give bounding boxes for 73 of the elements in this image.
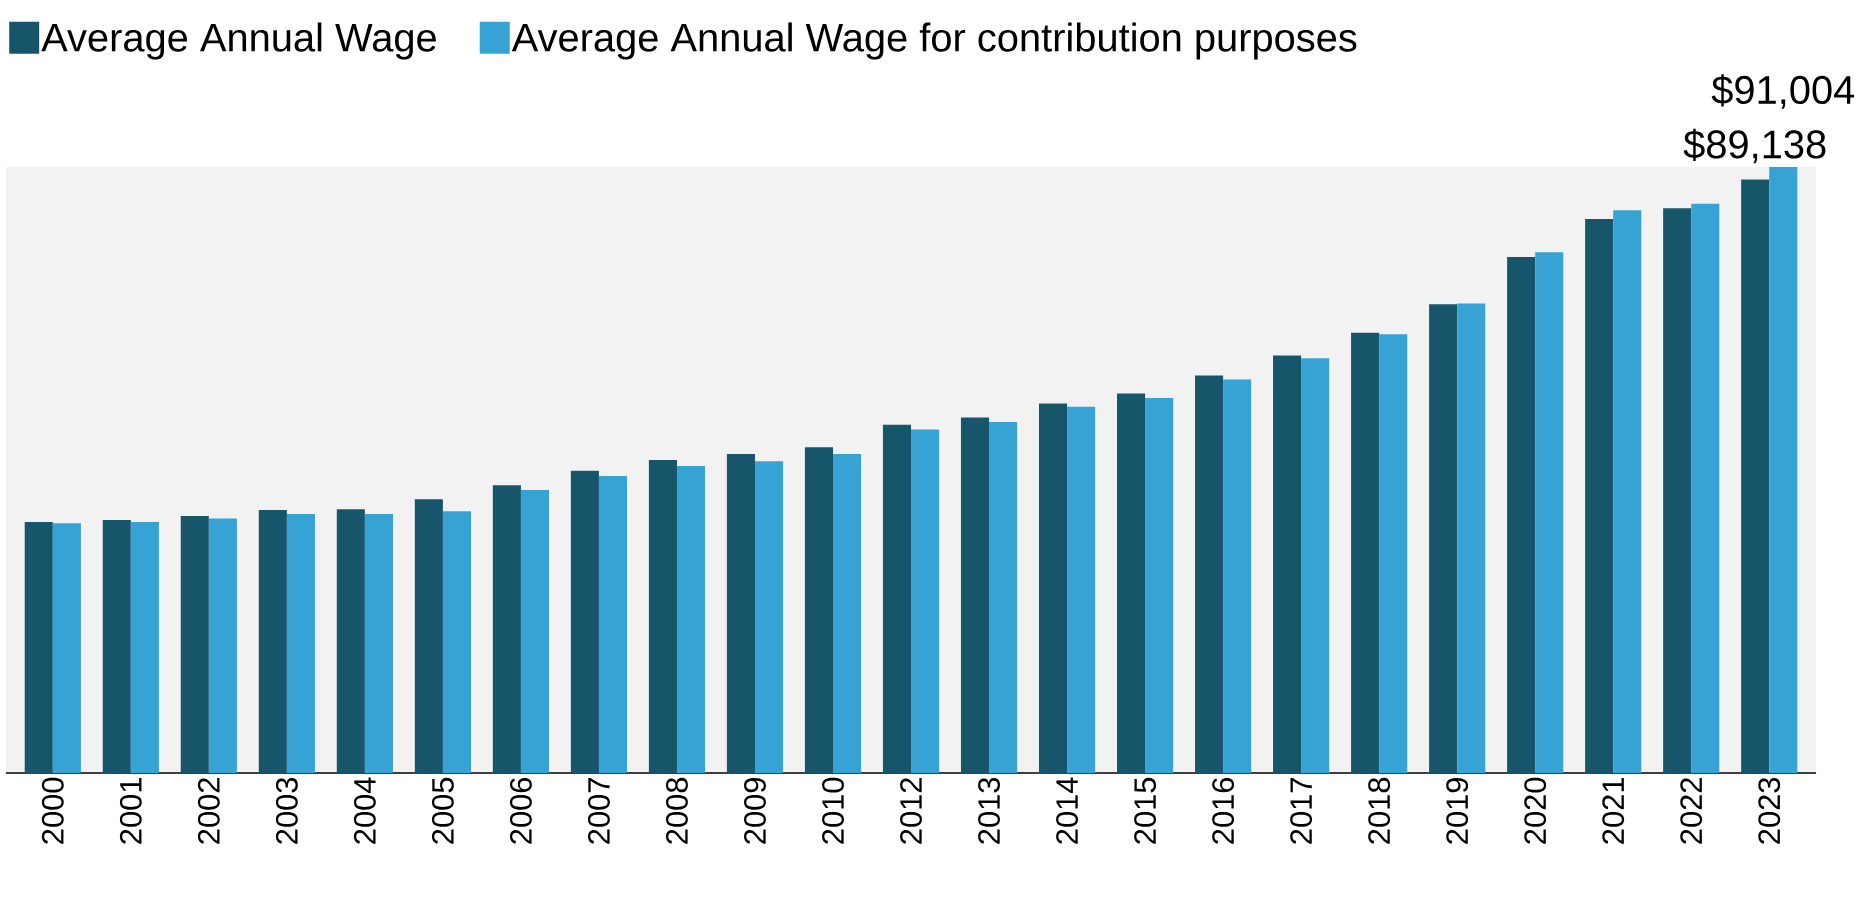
x-tick-label: 2009 — [744, 777, 766, 844]
bar — [102, 519, 131, 773]
bar — [180, 515, 209, 773]
x-tick-label: 2002 — [197, 778, 220, 844]
bar — [1429, 304, 1458, 773]
bar — [1507, 256, 1536, 773]
bar — [754, 461, 784, 773]
bar — [570, 470, 599, 773]
bar — [911, 429, 940, 773]
bar — [1535, 252, 1564, 773]
x-tick-label: 2003 — [275, 777, 298, 844]
bar — [1613, 210, 1642, 773]
legend-label: Average Annual Wage for contribution purposes — [511, 22, 1357, 60]
bar — [1741, 179, 1770, 773]
bar — [1691, 203, 1720, 773]
x-tick-label: 2023 — [1758, 777, 1781, 844]
bar — [833, 454, 862, 773]
x-tick-label: 2016 — [1212, 777, 1235, 844]
bar — [1145, 398, 1174, 773]
bar — [648, 460, 677, 773]
x-tick-label: 2006 — [510, 777, 532, 844]
bar — [492, 485, 521, 773]
x-tick-label: 2017 — [1290, 778, 1313, 844]
x-tick-label: 2005 — [431, 777, 454, 844]
bar — [1585, 218, 1614, 773]
bar — [1038, 403, 1068, 773]
x-tick-label: 2007 — [588, 778, 610, 844]
x-tick-label: 2015 — [1134, 777, 1157, 844]
data-label: $91,004 — [1711, 74, 1855, 109]
bar — [1117, 393, 1146, 773]
bar — [1351, 332, 1380, 773]
data-label: $89,138 — [1683, 128, 1826, 164]
bar — [336, 509, 365, 773]
bar — [1223, 379, 1252, 773]
x-tick-label: 2022 — [1680, 778, 1703, 844]
bar — [442, 511, 471, 773]
x-tick-label: 2020 — [1524, 777, 1547, 844]
x-tick-label: 2001 — [119, 778, 142, 844]
bar — [1195, 375, 1224, 773]
bar — [1457, 303, 1486, 773]
bar — [364, 513, 393, 773]
bar — [414, 499, 443, 773]
x-tick-label: 2014 — [1056, 777, 1078, 844]
bar — [286, 513, 315, 773]
x-tick-label: 2010 — [822, 777, 844, 844]
bar — [804, 447, 834, 773]
bar — [960, 417, 990, 773]
bar — [989, 422, 1018, 773]
x-tick-label: 2019 — [1446, 777, 1469, 844]
bar — [726, 454, 755, 773]
x-tick-label: 2004 — [353, 777, 376, 844]
x-tick-label: 2008 — [666, 777, 688, 844]
x-tick-label: 2000 — [41, 777, 64, 844]
x-tick-label: 2021 — [1602, 778, 1625, 844]
bar — [1067, 406, 1096, 773]
legend-label: Average Annual Wage — [41, 22, 436, 60]
x-tick-label: 2018 — [1368, 777, 1391, 844]
bar — [1769, 167, 1798, 773]
bar — [520, 489, 550, 773]
bar — [882, 424, 912, 773]
bar — [130, 521, 159, 773]
bar — [1663, 208, 1692, 773]
bar — [1301, 358, 1330, 773]
bar — [598, 476, 628, 773]
x-tick-label: 2012 — [900, 778, 922, 844]
bar — [676, 466, 706, 773]
bar — [52, 523, 81, 773]
bar — [24, 521, 53, 773]
bar — [208, 518, 237, 773]
x-tick-label: 2013 — [978, 777, 1000, 844]
bar — [1273, 355, 1302, 773]
bar — [258, 509, 287, 773]
bar — [1379, 334, 1408, 773]
